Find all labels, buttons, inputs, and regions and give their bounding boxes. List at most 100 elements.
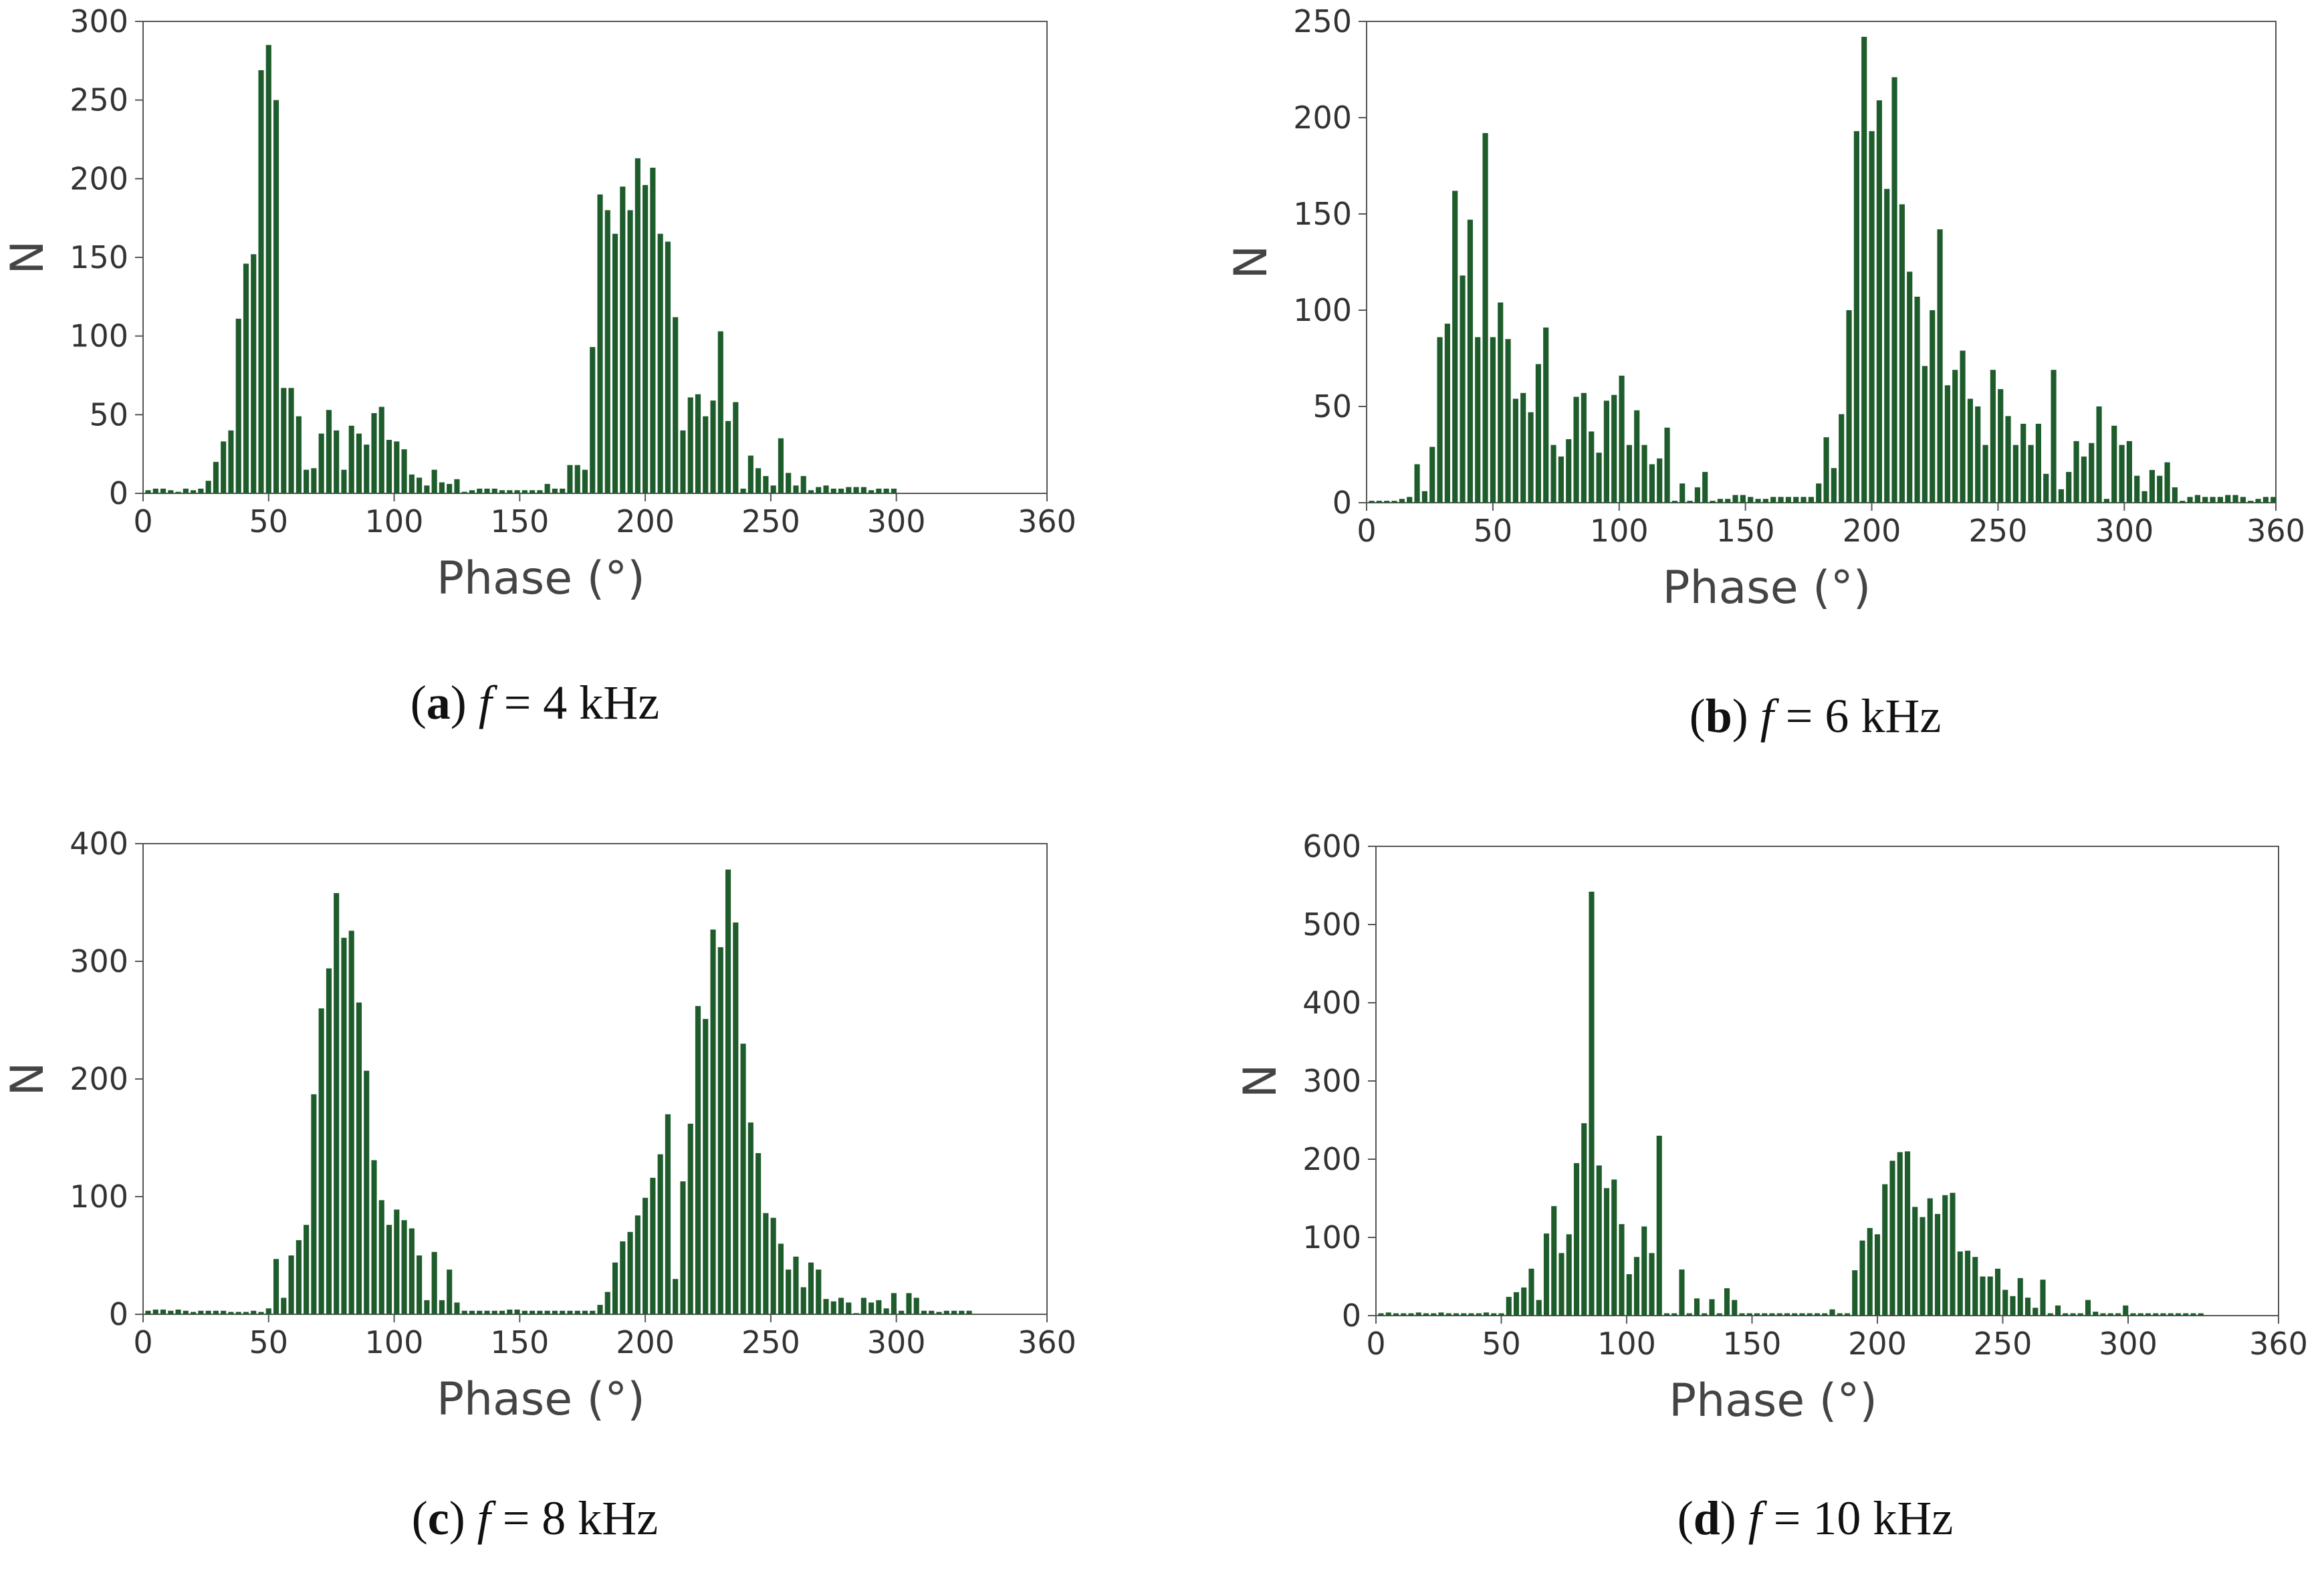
bar xyxy=(544,483,550,493)
bar xyxy=(175,491,181,493)
bar xyxy=(1528,412,1534,503)
bar xyxy=(800,476,806,493)
bar xyxy=(1596,453,1602,503)
bar xyxy=(1808,497,1814,503)
bar xyxy=(1846,310,1852,503)
bar xyxy=(273,1259,279,1314)
bar xyxy=(612,1262,618,1314)
bar xyxy=(356,1002,362,1314)
bar xyxy=(311,1094,317,1314)
caption-d: (d) f = 10 kHz xyxy=(1677,1491,1954,1545)
bar xyxy=(913,1298,919,1314)
bar xyxy=(582,469,588,493)
x-tick-label: 360 xyxy=(2249,1326,2308,1362)
bar xyxy=(1399,499,1405,503)
x-tick-label: 250 xyxy=(741,1324,800,1360)
bar xyxy=(680,430,686,493)
bar xyxy=(1776,1313,1782,1316)
bar xyxy=(258,70,264,493)
bar xyxy=(2089,443,2095,503)
bar xyxy=(386,1225,392,1314)
bar xyxy=(1904,1151,1911,1316)
bar xyxy=(1867,1227,1873,1316)
bar xyxy=(1822,1313,1828,1316)
bar xyxy=(1603,400,1609,503)
bar xyxy=(2032,1308,2039,1316)
bar xyxy=(371,1160,377,1314)
x-tick-label: 360 xyxy=(1018,503,1076,539)
x-tick-label: 250 xyxy=(741,503,800,539)
bar xyxy=(1536,1300,1542,1316)
bar xyxy=(1784,1313,1790,1316)
bar xyxy=(2157,475,2163,503)
bar xyxy=(507,490,513,493)
bar xyxy=(703,416,709,493)
bar xyxy=(808,1262,814,1314)
bar xyxy=(499,1310,505,1314)
bar xyxy=(439,1300,445,1314)
bar xyxy=(2172,487,2178,503)
bar xyxy=(567,465,573,493)
bar xyxy=(1907,271,1913,503)
chart-panel-a: 0 50 100 150 200 250 300 360 0 50 100 150 200 250 300 P… xyxy=(1,3,1076,605)
bar xyxy=(650,167,656,494)
bar xyxy=(1550,445,1556,503)
bar xyxy=(378,406,384,493)
bar xyxy=(590,1310,596,1314)
bar xyxy=(1581,392,1587,503)
bar xyxy=(899,1310,905,1314)
bar xyxy=(304,469,310,493)
bar xyxy=(860,1298,866,1314)
bar xyxy=(296,1240,302,1314)
bar xyxy=(1626,445,1632,503)
bar xyxy=(530,1310,536,1314)
bar xyxy=(1884,189,1890,503)
x-tick-label: 50 xyxy=(249,503,289,539)
bar xyxy=(1755,499,1761,503)
bar xyxy=(1513,1292,1520,1316)
bar xyxy=(530,490,536,493)
bar xyxy=(1611,1179,1617,1316)
bar xyxy=(800,1287,806,1314)
bar xyxy=(2180,501,2186,503)
bar xyxy=(582,1310,588,1314)
bar xyxy=(756,468,762,493)
bar xyxy=(205,1310,211,1314)
bar xyxy=(1551,1206,1557,1316)
bar xyxy=(1839,414,1845,503)
bar xyxy=(816,1269,822,1314)
x-tick-label: 150 xyxy=(490,1324,549,1360)
y-tick-label: 400 xyxy=(1302,985,1361,1021)
bar xyxy=(793,1256,799,1314)
bar xyxy=(424,1300,430,1314)
bar xyxy=(364,445,370,493)
y-tick-label: 200 xyxy=(70,160,128,197)
bar xyxy=(1589,891,1595,1316)
bar xyxy=(710,929,716,1314)
bar xyxy=(221,441,227,493)
x-tick-label: 100 xyxy=(365,1324,424,1360)
bar xyxy=(778,438,784,493)
bar xyxy=(439,482,445,493)
chart-panel-b: 0 50 100 150 200 250 300 360 0 50 100 150 200 250 Phas… xyxy=(1225,3,2305,614)
bar xyxy=(1762,499,1768,503)
y-tick-label: 50 xyxy=(1312,388,1352,425)
bar xyxy=(1816,483,1822,503)
bar xyxy=(417,1255,423,1314)
bar xyxy=(2073,441,2079,503)
bar xyxy=(348,931,354,1314)
bar xyxy=(1467,219,1473,503)
bar xyxy=(1960,350,1966,503)
bar xyxy=(168,490,174,493)
x-tick-label: 300 xyxy=(2095,513,2154,549)
bar xyxy=(552,1310,558,1314)
bar xyxy=(1724,1288,1730,1316)
bar xyxy=(1899,204,1905,503)
bar xyxy=(1663,1313,1670,1316)
bar xyxy=(1725,499,1731,503)
bar xyxy=(417,477,423,493)
y-tick-label: 200 xyxy=(1302,1141,1361,1177)
x-tick-label: 200 xyxy=(616,503,675,539)
bar xyxy=(1739,1313,1745,1316)
bar xyxy=(2066,471,2072,503)
